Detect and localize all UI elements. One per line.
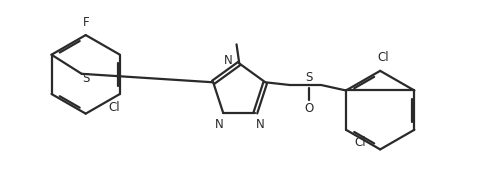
- Text: N: N: [214, 118, 223, 131]
- Text: N: N: [255, 118, 264, 131]
- Text: N: N: [224, 54, 233, 67]
- Text: F: F: [82, 15, 89, 29]
- Text: Cl: Cl: [108, 100, 120, 114]
- Text: S: S: [305, 71, 313, 84]
- Text: S: S: [82, 72, 90, 85]
- Text: Cl: Cl: [377, 51, 389, 64]
- Text: Cl: Cl: [354, 136, 366, 149]
- Text: O: O: [304, 102, 314, 115]
